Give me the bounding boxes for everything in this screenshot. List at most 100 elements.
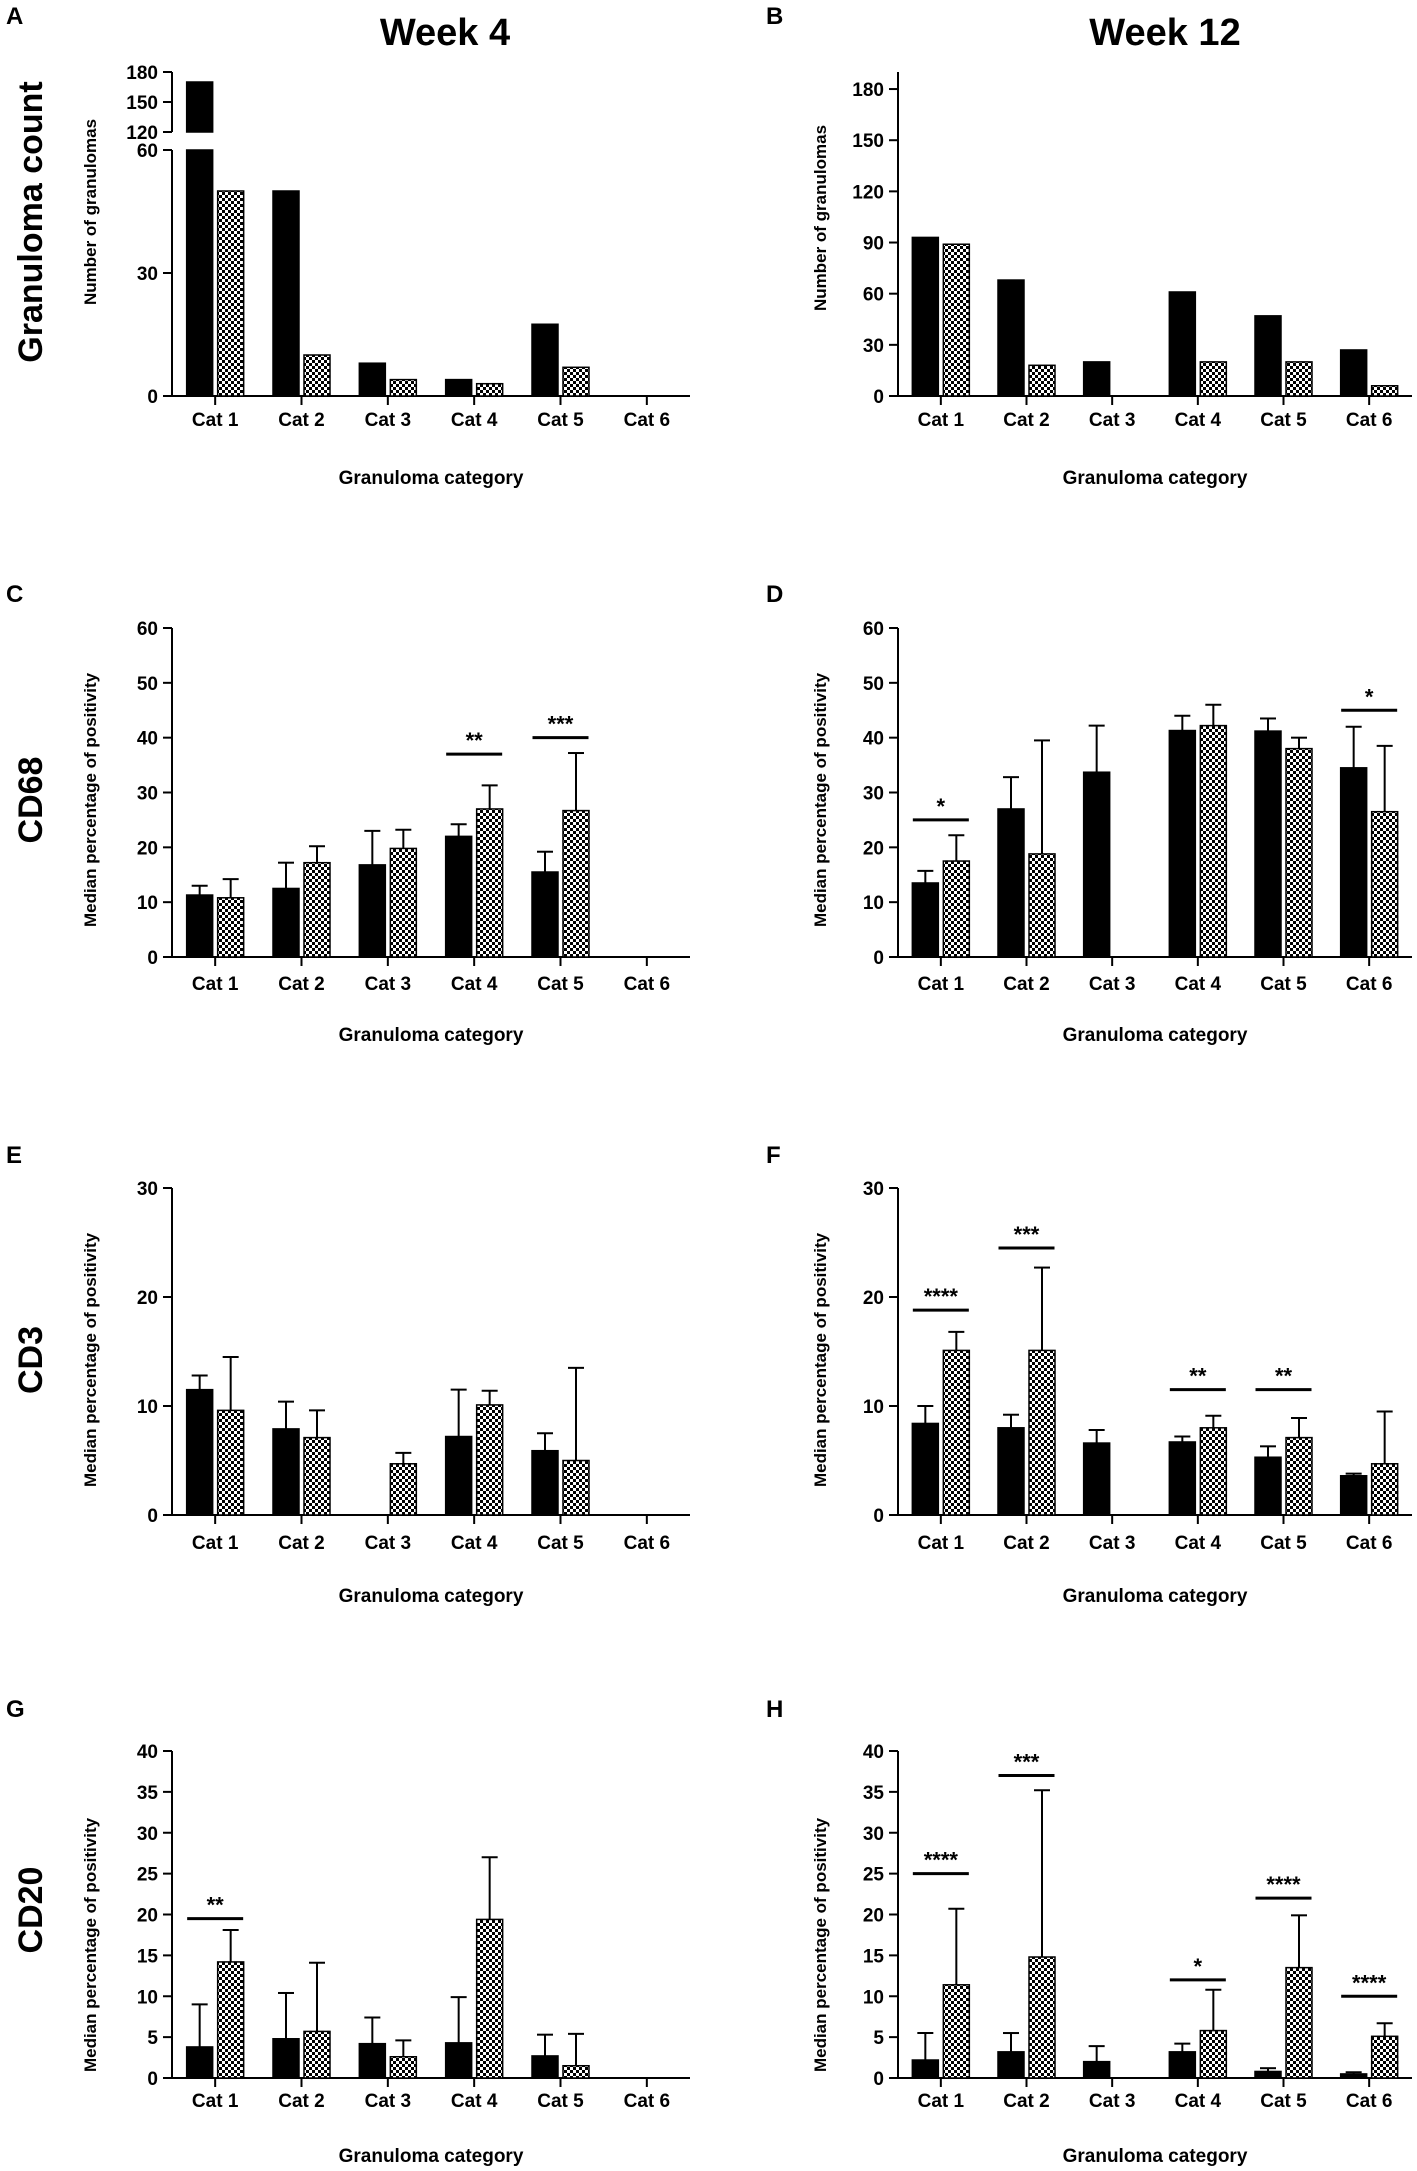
bar-solid xyxy=(911,882,940,958)
significance-label: * xyxy=(1365,684,1374,709)
bar-checkered xyxy=(216,1961,245,2079)
bar-solid xyxy=(911,1422,940,1516)
bar-checkered xyxy=(1370,810,1399,958)
x-tick-label-cat-2: Cat 2 xyxy=(1003,2091,1049,2112)
bar-checkered xyxy=(1285,1436,1313,1516)
bar-checkered xyxy=(1285,1966,1313,2079)
chart-panel-g: G Median percentage of positivity Granulom… xyxy=(6,1696,690,2167)
y-tick-label: 0 xyxy=(873,2069,884,2090)
y-axis-label: Median percentage of positivity xyxy=(81,1232,100,1487)
x-tick-label-cat-1: Cat 1 xyxy=(192,410,239,431)
y-axis-label: Median percentage of positivity xyxy=(811,1232,830,1487)
x-tick-label-cat-2: Cat 2 xyxy=(278,2091,324,2112)
y-tick-label: 20 xyxy=(863,1288,884,1309)
significance-label: * xyxy=(937,794,946,819)
significance-label: ** xyxy=(1275,1364,1293,1389)
x-tick-label-cat-6: Cat 6 xyxy=(624,974,670,995)
y-axis-label: Median percentage of positivity xyxy=(81,672,100,927)
y-tick-label: 0 xyxy=(873,948,884,969)
y-tick-label: 25 xyxy=(137,1865,159,1886)
bar-solid xyxy=(997,279,1025,397)
y-tick-label: 15 xyxy=(137,1946,159,1967)
y-tick-label: 10 xyxy=(863,1987,884,2008)
y-tick-label: 180 xyxy=(852,80,884,101)
y-axis-label: Number of granulomas xyxy=(811,125,830,311)
bar-solid xyxy=(1082,361,1111,397)
bar-solid xyxy=(911,236,940,397)
y-tick-label: 60 xyxy=(863,285,884,306)
bar-solid xyxy=(444,1435,473,1516)
chart-panel-b: B Number of granulomas Granuloma category 0… xyxy=(766,3,1412,489)
x-tick-label-cat-5: Cat 5 xyxy=(1260,2091,1307,2112)
panel-letter: F xyxy=(766,1142,781,1169)
panel-letter: E xyxy=(6,1142,22,1169)
bar-checkered xyxy=(1028,1349,1056,1516)
y-tick-label: 15 xyxy=(863,1946,885,1967)
x-tick-label-cat-5: Cat 5 xyxy=(537,1533,584,1554)
bar-checkered xyxy=(1199,361,1228,397)
x-tick-label-cat-1: Cat 1 xyxy=(918,974,965,995)
significance-label: **** xyxy=(924,1848,959,1873)
bar-checkered xyxy=(475,382,504,397)
x-axis-label: Granuloma category xyxy=(1063,468,1248,489)
bar-checkered xyxy=(303,861,331,958)
y-tick-label: 90 xyxy=(863,234,884,255)
x-tick-label-cat-3: Cat 3 xyxy=(1089,410,1135,431)
bar-checkered xyxy=(1370,1463,1399,1516)
x-tick-label-cat-5: Cat 5 xyxy=(537,974,584,995)
bar-checkered xyxy=(389,378,418,397)
x-tick-label-cat-1: Cat 1 xyxy=(192,2091,239,2112)
bar-solid xyxy=(1168,1441,1197,1516)
y-tick-label: 20 xyxy=(137,1906,158,1927)
y-tick-label: 40 xyxy=(137,729,158,750)
significance-label: *** xyxy=(1014,1750,1040,1775)
y-tick-label: 10 xyxy=(137,1987,158,2008)
x-tick-label-cat-6: Cat 6 xyxy=(624,410,670,431)
bar-solid xyxy=(444,835,473,958)
bar-solid xyxy=(1082,771,1111,958)
bar-checkered xyxy=(216,1409,245,1516)
bar-solid xyxy=(1168,729,1197,958)
panel-letter: C xyxy=(6,581,23,608)
bar-solid xyxy=(1254,1456,1282,1516)
x-axis-label: Granuloma category xyxy=(339,1025,524,1046)
x-tick-label-cat-5: Cat 5 xyxy=(537,410,584,431)
x-tick-label-cat-1: Cat 1 xyxy=(918,2091,965,2112)
x-tick-label-cat-2: Cat 2 xyxy=(1003,974,1049,995)
x-tick-label-cat-4: Cat 4 xyxy=(1175,1533,1222,1554)
y-tick-label: 150 xyxy=(852,131,884,152)
bar-solid xyxy=(1339,1475,1368,1516)
y-tick-label: 10 xyxy=(137,1397,158,1418)
bar-checkered xyxy=(562,1459,590,1516)
x-axis-label: Granuloma category xyxy=(339,468,524,489)
y-tick-label: 20 xyxy=(863,838,884,859)
x-tick-label-cat-1: Cat 1 xyxy=(192,974,239,995)
x-tick-label-cat-2: Cat 2 xyxy=(1003,410,1049,431)
bar-solid xyxy=(997,808,1025,958)
y-tick-label: 120 xyxy=(852,182,884,203)
x-tick-label-cat-6: Cat 6 xyxy=(624,2091,670,2112)
y-tick-label: 40 xyxy=(863,729,884,750)
bar-checkered xyxy=(562,366,590,397)
x-tick-label-cat-5: Cat 5 xyxy=(1260,410,1307,431)
bar-checkered xyxy=(303,354,331,397)
bar-checkered xyxy=(1028,853,1056,958)
bar-solid xyxy=(358,2042,387,2079)
chart-panel-f: F Median percentage of positivity Granulom… xyxy=(766,1142,1412,1607)
panel-letter: B xyxy=(766,3,783,30)
bar-solid xyxy=(444,378,473,397)
bar-solid xyxy=(1168,2051,1197,2079)
y-tick-label: 10 xyxy=(137,893,158,914)
y-tick-label: 0 xyxy=(147,2069,158,2090)
significance-label: *** xyxy=(1014,1222,1040,1247)
y-tick-label: 30 xyxy=(863,1179,884,1200)
x-tick-label-cat-5: Cat 5 xyxy=(1260,1533,1307,1554)
bar-solid xyxy=(1082,1442,1111,1516)
x-tick-label-cat-4: Cat 4 xyxy=(1175,2091,1222,2112)
bar-checkered xyxy=(389,1463,418,1516)
y-axis-label: Median percentage of positivity xyxy=(811,1817,830,2072)
y-tick-label: 50 xyxy=(137,674,158,695)
bar-solid xyxy=(531,871,559,958)
y-tick-label: 30 xyxy=(137,264,158,285)
